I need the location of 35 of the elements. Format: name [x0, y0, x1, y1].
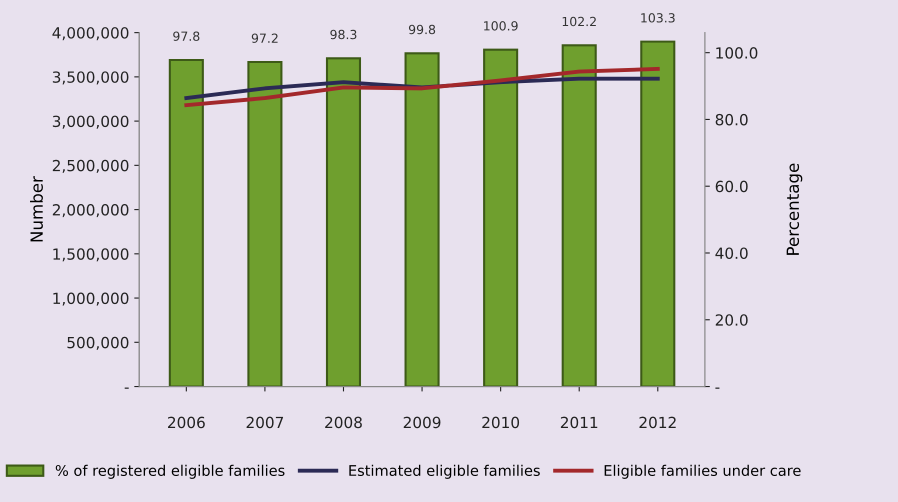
- data-label: 102.2: [562, 16, 596, 26]
- legend-label: Estimated eligible families: [349, 464, 540, 479]
- legend-label: % of registered eligible families: [56, 464, 285, 479]
- x-tick-label: 2008: [325, 416, 362, 428]
- data-label: 103.3: [641, 13, 675, 23]
- data-label: 97.8: [173, 31, 200, 41]
- data-label: 100.9: [484, 21, 518, 31]
- x-tick-label: 2009: [404, 416, 440, 428]
- y-tick-label: 1,500,000: [53, 248, 128, 262]
- y-tick-label: -: [124, 388, 129, 389]
- y-tick-label: 3,500,000: [52, 71, 128, 84]
- y-tick-label: 4,000,000: [52, 27, 128, 40]
- line-series: [184, 66, 660, 108]
- x-tick-label: 2007: [246, 416, 284, 428]
- y2-tick-label: -: [715, 388, 720, 389]
- data-label: 98.3: [330, 30, 356, 40]
- y-tick-label: 1,000,000: [53, 292, 128, 306]
- x-tick-label: 2010: [482, 416, 520, 428]
- y2-axis-title: Percentage: [786, 164, 802, 255]
- legend-label: Eligible families under care: [604, 464, 801, 479]
- x-tick-label: 2011: [560, 416, 598, 428]
- x-tick-label: 2012: [639, 416, 676, 428]
- y-tick-label: 3,000,000: [52, 116, 128, 129]
- x-tick-label: 2006: [168, 416, 205, 428]
- y2-tick-label: 60.0: [716, 180, 748, 192]
- y2-tick-label: 40.0: [715, 247, 748, 260]
- y-tick-label: 2,000,000: [52, 204, 128, 218]
- y-axis-title: Number: [30, 176, 43, 242]
- data-label: 99.8: [408, 24, 436, 34]
- y-tick-label: 2,500,000: [52, 160, 128, 173]
- y2-tick-label: 20.0: [716, 314, 748, 326]
- y-tick-label: 500,000: [67, 336, 128, 350]
- y2-tick-label: 80.0: [716, 114, 748, 126]
- y2-tick-label: 100.0: [716, 47, 758, 59]
- data-label: 97.2: [252, 33, 278, 43]
